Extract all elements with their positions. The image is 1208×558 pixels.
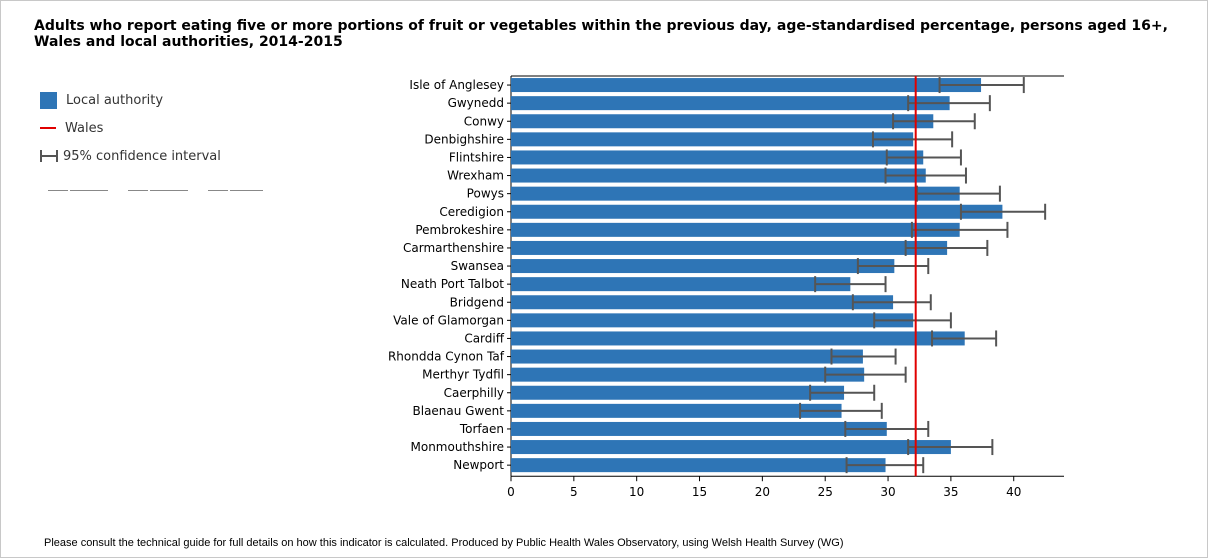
bar-chart: Isle of Anglesey Gwynedd Conwy Denbighshire…	[388, 75, 1064, 499]
footnote: Please consult the technical guide for f…	[44, 537, 844, 549]
bar	[511, 403, 842, 418]
bar	[511, 240, 948, 255]
category-label: Cardiff	[464, 331, 504, 345]
x-tick-label: 35	[943, 485, 958, 499]
bar	[511, 132, 914, 147]
category-label: Bridgend	[450, 295, 504, 309]
category-label: Ceredigion	[439, 205, 504, 219]
legend-item-local-authority: Local authority	[40, 86, 221, 114]
category-label: Neath Port Talbot	[401, 277, 504, 291]
x-tick-label: 0	[507, 485, 515, 499]
bar	[511, 313, 914, 328]
x-tick-label: 10	[629, 485, 644, 499]
bar	[511, 385, 845, 400]
legend-label-wales: Wales	[65, 120, 104, 136]
bar-swatch-icon	[40, 91, 57, 109]
bar	[511, 168, 926, 183]
category-label: Rhondda Cynon Taf	[388, 350, 505, 364]
legend: Local authority Wales 95% confidence int…	[40, 86, 221, 170]
x-tick-label: 15	[692, 485, 707, 499]
bar	[511, 204, 1003, 219]
x-tick-label: 30	[880, 485, 895, 499]
bar	[511, 421, 887, 436]
bar	[511, 222, 960, 237]
legend-label-ci: 95% confidence interval	[63, 148, 221, 164]
bar	[511, 367, 865, 382]
category-label: Pembrokeshire	[415, 223, 504, 237]
category-label: Isle of Anglesey	[409, 78, 504, 92]
bar	[511, 331, 965, 346]
category-label: Monmouthshire	[411, 440, 505, 454]
bar	[511, 150, 924, 165]
legend-divider	[48, 190, 263, 191]
bar	[511, 259, 895, 274]
x-tick-label: 5	[570, 485, 578, 499]
category-label: Newport	[453, 458, 504, 472]
category-label: Gwynedd	[448, 96, 504, 110]
error-bar-icon	[40, 150, 58, 162]
bar	[511, 295, 894, 310]
category-label: Conwy	[464, 114, 504, 128]
category-label: Powys	[467, 187, 504, 201]
category-label: Swansea	[451, 259, 504, 273]
bar	[511, 277, 851, 292]
x-tick-label: 20	[755, 485, 770, 499]
category-label: Denbighshire	[424, 132, 504, 146]
legend-item-ci: 95% confidence interval	[40, 142, 221, 170]
category-label: Vale of Glamorgan	[393, 313, 504, 327]
category-label: Flintshire	[449, 150, 504, 164]
category-label: Blaenau Gwent	[413, 404, 505, 418]
legend-item-wales: Wales	[40, 114, 221, 142]
bar	[511, 440, 951, 455]
bar	[511, 458, 886, 473]
bar	[511, 96, 950, 111]
x-tick-label: 40	[1006, 485, 1021, 499]
legend-label-local-authority: Local authority	[66, 92, 164, 108]
category-label: Wrexham	[447, 169, 504, 183]
chart-title: Adults who report eating five or more po…	[34, 18, 1168, 50]
category-label: Merthyr Tydfil	[422, 368, 504, 382]
bar	[511, 78, 982, 93]
red-line-icon	[40, 127, 56, 129]
category-label: Caerphilly	[444, 386, 504, 400]
bar	[511, 114, 934, 129]
x-tick-label: 25	[818, 485, 833, 499]
category-label: Torfaen	[459, 422, 504, 436]
bar	[511, 186, 960, 201]
category-label: Carmarthenshire	[403, 241, 504, 255]
bar	[511, 349, 863, 364]
